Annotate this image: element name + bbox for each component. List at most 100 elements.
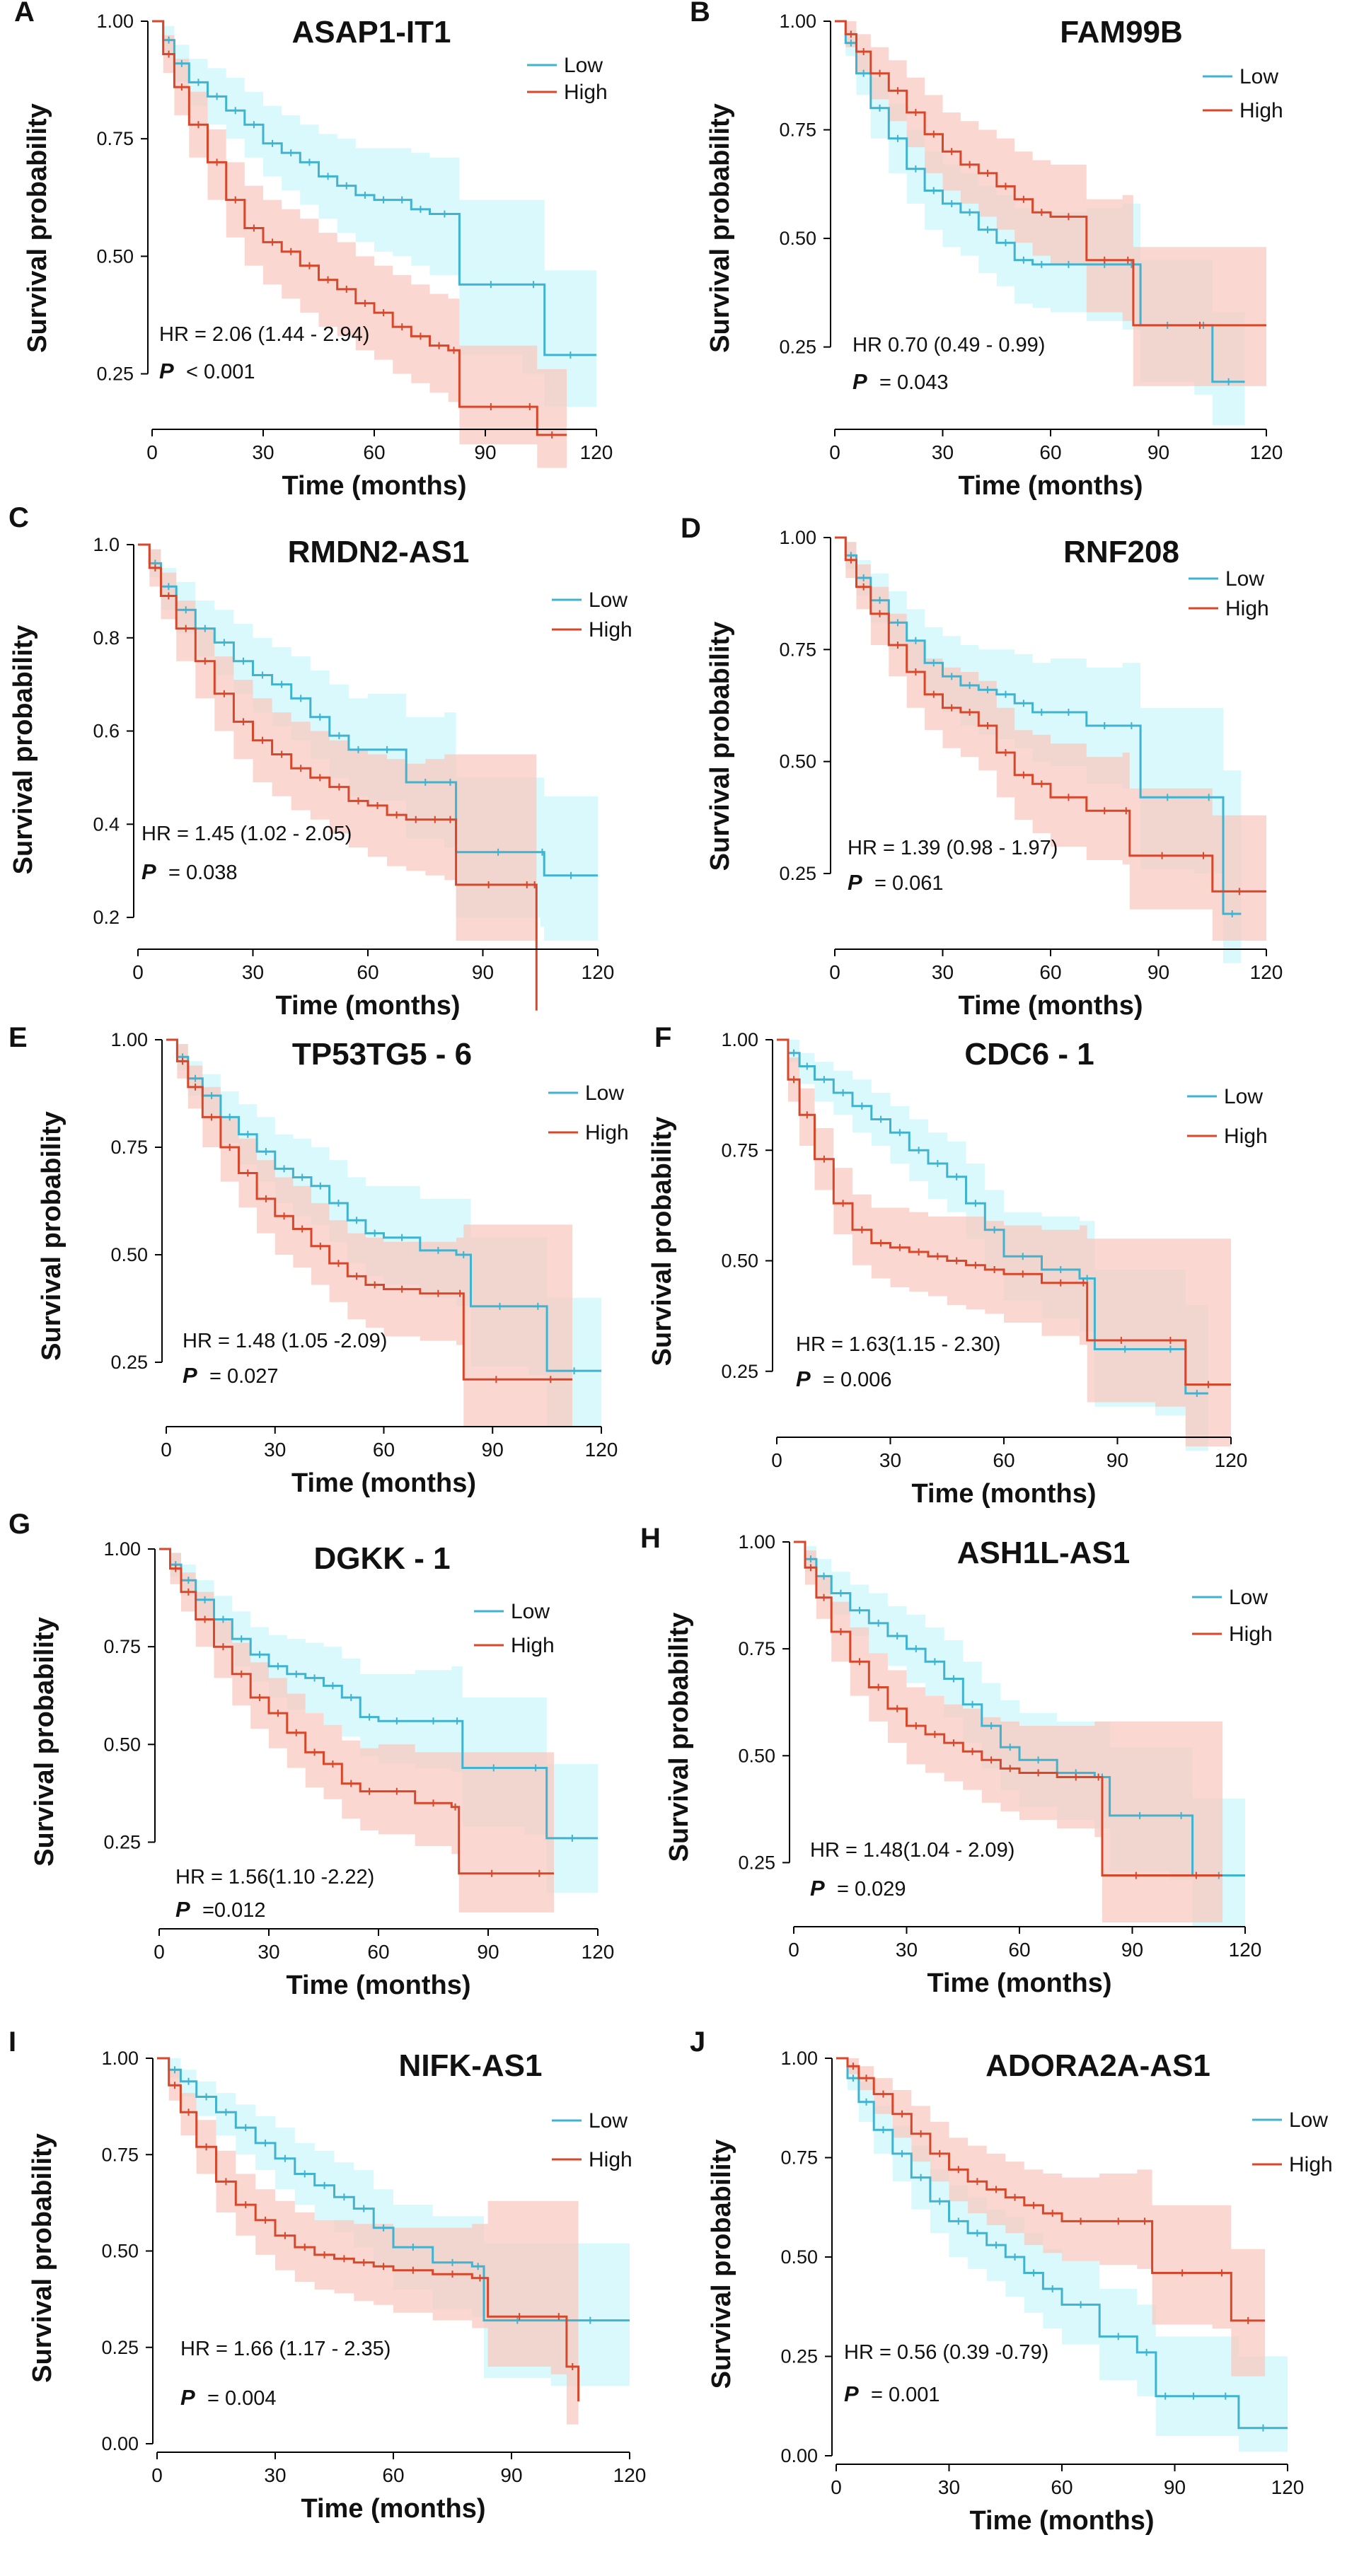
y-tick-label: 0.50 [96, 245, 134, 267]
y-tick-label: 0.75 [721, 1139, 758, 1161]
y-tick-label: 0.50 [738, 1745, 775, 1766]
y-tick-label: 0.25 [103, 1831, 141, 1852]
y-tick-label: 0.25 [738, 1852, 775, 1873]
y-axis-title: Survival probability [707, 2140, 736, 2389]
y-tick-label: 0.25 [721, 1361, 758, 1382]
y-axis-title: Survival probability [664, 1613, 694, 1862]
panel-letter: C [8, 502, 29, 533]
legend-label-low: Low [1239, 65, 1278, 88]
p-label: P [848, 870, 862, 895]
x-tick-label: 30 [938, 2476, 960, 2498]
x-axis-title: Time (months) [282, 471, 466, 501]
x-tick-label: 90 [1147, 441, 1169, 463]
y-tick-label: 0.6 [93, 721, 120, 742]
p-label: P [796, 1367, 811, 1391]
panel-j: 1.00 0.75 0.50 0.25 0.00 0 30 60 90 120 Time (mont… [690, 2026, 1333, 2536]
y-tick-label: 1.00 [738, 1531, 775, 1553]
ci-band-high [166, 1040, 572, 1427]
y-tick-label: 0.50 [101, 2241, 139, 2262]
y-tick-label: 0.75 [780, 2147, 818, 2169]
hazard-ratio-text: HR = 0.56 (0.39 -0.79) [844, 2341, 1048, 2364]
x-tick-label: 30 [264, 2464, 286, 2486]
panel-letter: D [681, 513, 701, 544]
legend-label-low: Low [1225, 567, 1264, 591]
legend-label-high: High [511, 1634, 555, 1657]
x-tick-label: 120 [1271, 2476, 1305, 2498]
legend-label-low: Low [1229, 1586, 1268, 1609]
x-tick-label: 60 [1008, 1939, 1030, 1961]
p-value-text: = 0.001 [871, 2384, 940, 2406]
x-axis-title: Time (months) [275, 991, 460, 1021]
p-label: P [159, 359, 174, 383]
y-tick-label: 0.4 [93, 813, 120, 835]
y-tick-label: 0.25 [780, 2346, 818, 2367]
y-tick-label: 1.00 [780, 2048, 818, 2069]
x-tick-label: 0 [151, 2464, 163, 2486]
panel-title: RNF208 [1063, 535, 1179, 569]
y-tick-label: 0.8 [93, 627, 120, 649]
y-tick-label: 1.00 [779, 527, 816, 548]
hazard-ratio-text: HR = 1.45 (1.02 - 2.05) [141, 823, 352, 845]
panel-i: 1.00 0.75 0.50 0.25 0.00 0 30 60 90 120 Time (mont… [8, 2026, 646, 2524]
y-tick-label: 1.00 [721, 1029, 758, 1050]
x-tick-label: 30 [264, 1439, 286, 1461]
x-tick-label: 60 [363, 441, 385, 463]
x-tick-label: 90 [474, 441, 496, 463]
ci-band-high [835, 538, 1266, 941]
x-tick-label: 0 [829, 961, 840, 983]
x-tick-label: 60 [1039, 441, 1061, 463]
survival-curve-high [152, 20, 567, 436]
hazard-ratio-text: HR = 2.06 (1.44 - 2.94) [159, 323, 369, 346]
panel-f: 1.00 0.75 0.50 0.25 0 30 60 90 120 Time (months) S… [647, 1022, 1268, 1509]
legend-label-high: High [585, 1121, 629, 1144]
x-tick-label: 0 [788, 1939, 799, 1961]
x-tick-label: 120 [582, 961, 615, 983]
panel-a: 1.00 0.75 0.50 0.25 0 30 60 90 120 Time (months) S… [14, 0, 613, 501]
x-tick-label: 90 [1164, 2476, 1186, 2498]
y-tick-label: 0.00 [101, 2433, 139, 2454]
ci-band-low [152, 21, 596, 407]
y-tick-label: 0.50 [779, 228, 816, 249]
y-tick-label: 0.50 [721, 1251, 758, 1272]
x-tick-label: 120 [613, 2464, 647, 2486]
ci-band-high [138, 545, 537, 941]
legend-label-high: High [1224, 1125, 1268, 1148]
y-axis-title: Survival probability [30, 1617, 59, 1867]
x-tick-label: 120 [1229, 1939, 1262, 1961]
y-tick-label: 0.25 [110, 1352, 148, 1373]
x-tick-label: 60 [367, 1941, 389, 1963]
panel-title: CDC6 - 1 [964, 1037, 1094, 1072]
x-tick-label: 90 [482, 1439, 504, 1461]
legend-label-high: High [589, 2148, 632, 2171]
panel-letter: J [690, 2026, 705, 2058]
survival-curve-low [777, 1038, 1208, 1395]
x-axis-title: Time (months) [969, 2506, 1154, 2536]
y-tick-label: 0.75 [96, 128, 134, 149]
survival-curve-high [835, 536, 1266, 893]
ci-band-high [157, 2058, 579, 2425]
y-tick-label: 0.50 [779, 751, 816, 772]
p-label: P [844, 2381, 859, 2406]
y-axis-title: Survival probability [23, 103, 52, 353]
p-value-text: = 0.029 [837, 1878, 906, 1901]
panel-h: 1.00 0.75 0.50 0.25 0 30 60 90 120 Time (months) S… [640, 1523, 1273, 1998]
panel-letter: E [8, 1022, 28, 1053]
hazard-ratio-text: HR = 1.48 (1.05 -2.09) [183, 1330, 387, 1352]
x-tick-label: 0 [132, 961, 144, 983]
x-axis-title: Time (months) [927, 1968, 1111, 1998]
x-tick-label: 30 [896, 1939, 918, 1961]
x-axis-title: Time (months) [958, 471, 1143, 501]
panel-title: ADORA2A-AS1 [985, 2048, 1210, 2083]
panel-title: NIFK-AS1 [399, 2048, 543, 2083]
survival-curve-low [157, 2057, 630, 2322]
x-tick-label: 120 [1250, 441, 1283, 463]
x-tick-label: 30 [252, 441, 274, 463]
x-tick-label: 120 [580, 441, 613, 463]
x-tick-label: 30 [932, 441, 954, 463]
survival-curve-high [836, 2057, 1266, 2322]
legend-label-high: High [1239, 99, 1283, 122]
panel-d: 1.00 0.75 0.50 0.25 0 30 60 90 120 Time (months) S… [681, 513, 1283, 1021]
p-value-text: = 0.004 [207, 2387, 277, 2410]
x-tick-label: 60 [1039, 961, 1061, 983]
panel-letter: A [14, 0, 35, 28]
